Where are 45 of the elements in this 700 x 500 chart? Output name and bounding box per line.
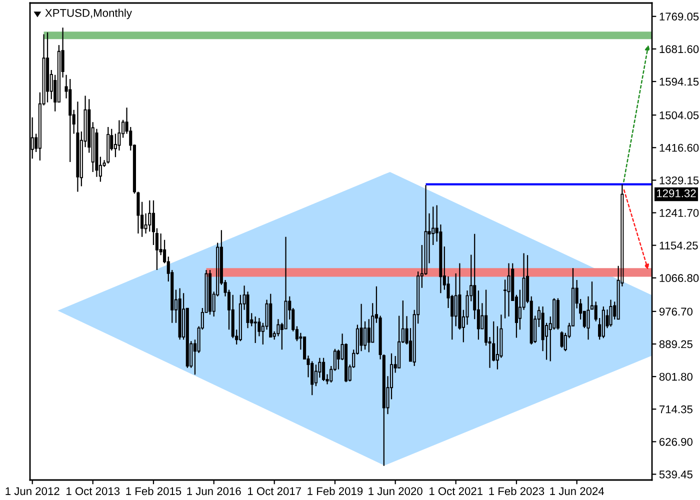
candlestick	[504, 279, 507, 319]
candlestick	[178, 288, 182, 340]
y-tick-label: 801.80	[659, 372, 692, 381]
x-tick-label: 1 Jun 2016	[187, 487, 241, 496]
y-tick-label: 1594.15	[660, 78, 699, 86]
y-tick-label: 539.45	[659, 470, 692, 478]
candlestick	[458, 262, 462, 330]
y-tick-label: 1154.25	[660, 242, 698, 250]
candlestick	[76, 101, 80, 192]
y-tick-label: 1769.05	[660, 12, 699, 21]
y-tick-label: 1329.15	[660, 176, 699, 184]
candlestick	[360, 303, 363, 352]
y-tick-label: 714.35	[660, 405, 692, 414]
candlestick	[276, 318, 280, 337]
candlestick	[586, 296, 590, 340]
x-tick-label: 1 Jun 2020	[368, 487, 422, 496]
candlestick	[68, 78, 72, 163]
candlestick	[254, 316, 257, 344]
y-tick-label: 976.70	[659, 308, 692, 316]
y-tick-label: 1241.70	[660, 209, 699, 217]
x-tick-label: 1 Jun 2024	[550, 487, 604, 496]
candlestick	[507, 262, 510, 318]
candlestick	[148, 200, 152, 232]
x-tick-label: 1 Oct 2013	[66, 487, 120, 496]
y-tick-label: 889.25	[659, 340, 692, 348]
candlestick	[367, 318, 370, 353]
y-tick-label: 1066.80	[660, 274, 699, 282]
x-tick-label: 1 Feb 2019	[308, 486, 363, 496]
candlestick	[284, 236, 288, 330]
candlestick	[46, 32, 50, 103]
candlestick	[609, 299, 612, 328]
x-tick-label: 1 Feb 2023	[489, 486, 544, 496]
y-tick-label: 1504.05	[660, 111, 699, 120]
candlestick	[364, 320, 367, 350]
y-tick-label: 1681.60	[660, 45, 699, 54]
chart-title: XPTUSD,Monthly	[45, 8, 132, 20]
x-tick-label: 1 Oct 2017	[248, 487, 301, 496]
x-tick-label: 1 Oct 2021	[430, 487, 482, 496]
text: 1291.32	[657, 189, 696, 198]
y-tick-label: 1416.60	[660, 144, 699, 152]
candlestick	[424, 184, 428, 276]
y-tick-label: 626.90	[660, 438, 692, 446]
x-tick-label: 1 Jun 2012	[6, 487, 60, 496]
x-tick-label: 1 Feb 2015	[126, 486, 182, 496]
candlestick	[454, 272, 458, 327]
